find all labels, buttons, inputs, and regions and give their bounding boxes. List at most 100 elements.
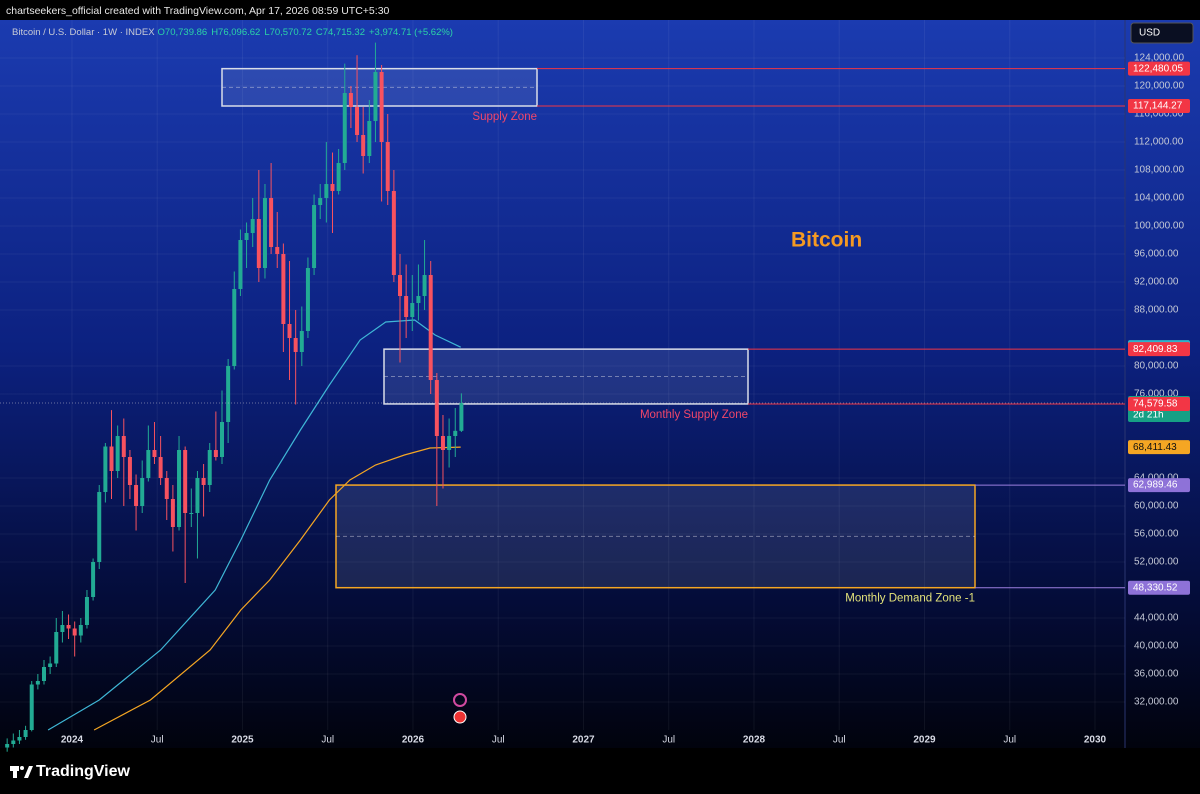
candle-body [84,597,89,626]
y-tick-label: 124,000.00 [1134,53,1184,64]
candle-body [60,625,65,633]
candle-body [324,184,329,199]
y-tick-label: 36,000.00 [1134,669,1179,680]
candle-body [121,436,126,458]
candle-body [355,107,360,136]
candle-body [275,247,280,255]
y-tick-label: 108,000.00 [1134,165,1184,176]
candle-body [195,478,200,514]
price-badge [1128,580,1190,595]
event-icon[interactable] [453,693,467,707]
candle-body [373,72,378,122]
zone-box [221,67,538,107]
high: H76,096.62 [211,27,260,38]
price-badge-label: 62,989.46 [1133,480,1178,491]
change: +3,974.71 (+5.62%) [369,27,453,38]
candle-body [140,478,145,507]
candle-body [404,296,409,318]
currency-button[interactable] [1130,22,1194,44]
candle-body [226,366,231,423]
candle-body [5,743,10,748]
countdown: 2d 21h [1133,410,1164,421]
candle-body [219,422,224,458]
x-tick-label: 2028 [743,735,766,746]
candle-body [305,268,310,332]
marks [0,42,1125,752]
price-badge [1128,440,1190,455]
grid [0,20,1125,730]
x-tick-label: 2027 [572,735,595,746]
candle-body [440,436,445,451]
zone-label: Monthly Demand Zone -1 [845,593,975,605]
y-tick-label: 100,000.00 [1134,221,1184,232]
low: L70,570.72 [264,27,312,38]
x-tick-label: Jul [321,735,334,746]
candle-body [238,240,243,290]
candle-body [115,436,120,472]
candle-body [262,198,267,269]
candle-body [361,135,366,157]
x-tick-label: 2030 [1084,735,1107,746]
y-tick-label: 76,000.00 [1134,389,1179,400]
candle-body [201,478,206,486]
candle-body [11,740,16,744]
candle-body [348,93,353,108]
x-tick-label: Jul [151,735,164,746]
price-badge [1128,98,1190,113]
candle-body [447,436,452,451]
x-tick-label: 2024 [61,735,84,746]
price-badge-label: 117,144.27 [1133,101,1183,112]
y-tick-label: 92,000.00 [1134,277,1179,288]
price-badge [1128,478,1190,493]
candle-body [398,275,403,297]
candle-body [459,402,464,431]
candle-body [29,684,34,730]
price-badge-label: 82,409.83 [1133,344,1178,355]
candle-body [422,275,427,297]
y-tick-label: 120,000.00 [1134,81,1184,92]
price-badge-label: 122,480.05 [1133,63,1183,74]
currency[interactable]: USD [1139,28,1160,39]
candle-body [287,324,292,339]
candle-body [385,142,390,192]
zone-label: Monthly Supply Zone [640,409,748,421]
candle-body [379,72,384,143]
candle-body [152,450,157,458]
candle-body [35,681,40,685]
candle-body [207,450,212,486]
candle-body [256,219,261,269]
zone-box [383,348,749,405]
candle-body [189,513,194,515]
x-tick-label: 2025 [231,735,254,746]
candle-body [170,499,175,528]
x-tick-label: 2029 [913,735,936,746]
candle-body [54,632,59,664]
symbol: Bitcoin / U.S. Dollar · 1W · INDEX [12,27,155,38]
candle-body [103,446,108,493]
candle-body [342,93,347,164]
candle-body [232,289,237,367]
candle-body [410,303,415,318]
x-tick-label: Jul [1003,735,1016,746]
y-tick-label: 56,000.00 [1134,529,1179,540]
candle-body [146,450,151,479]
candle-body [250,219,255,234]
price-badge [1128,396,1190,411]
event-icon[interactable] [453,710,467,724]
candle-body [41,667,46,682]
y-tick-label: 32,000.00 [1134,697,1179,708]
candle-body [244,233,249,241]
candle-body [97,492,102,563]
candle-body [158,457,163,479]
price-badge [1128,342,1190,357]
candle-body [312,205,317,269]
candle-body [213,450,218,458]
y-tick-label: 96,000.00 [1134,249,1179,260]
candle-body [416,296,421,304]
candle-body [330,184,335,192]
candle-body [299,331,304,353]
x-tick-label: Jul [492,735,505,746]
zone-label: Supply Zone [472,111,537,123]
